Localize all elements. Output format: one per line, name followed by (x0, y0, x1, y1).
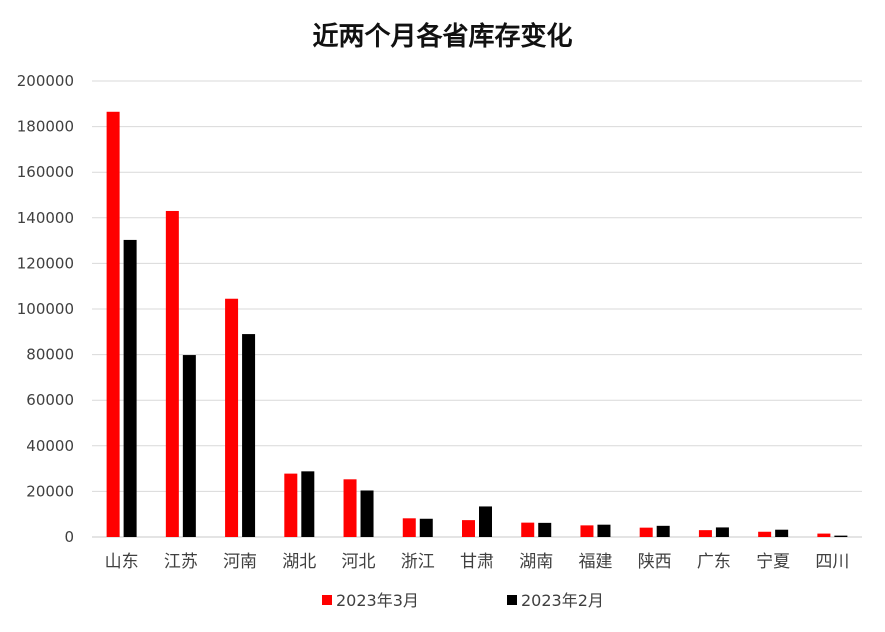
bar-feb-1 (182, 355, 196, 537)
bar-mar-12 (817, 533, 831, 537)
bar-feb-2 (242, 334, 256, 537)
chart-title: 近两个月各省库存变化 (312, 22, 573, 52)
y-tick-label: 140000 (17, 209, 74, 227)
bar-feb-9 (656, 525, 670, 537)
bar-feb-10 (715, 527, 729, 537)
x-tick-label: 湖北 (282, 552, 316, 572)
bar-feb-7 (538, 522, 552, 537)
x-tick-label: 湖南 (519, 552, 553, 572)
legend-label: 2023年2月 (521, 591, 604, 610)
legend-swatch (507, 595, 517, 605)
y-tick-label: 80000 (26, 346, 74, 364)
bar-mar-11 (758, 531, 772, 537)
bar-mar-7 (521, 522, 535, 537)
bar-feb-12 (834, 535, 848, 537)
bar-mar-10 (698, 530, 712, 537)
y-tick-label: 200000 (17, 72, 74, 90)
x-tick-label: 四川 (815, 552, 849, 572)
x-tick-label: 陕西 (638, 552, 672, 572)
x-tick-label: 河北 (342, 552, 376, 572)
bar-mar-5 (402, 518, 416, 537)
x-tick-label: 福建 (578, 552, 612, 572)
bar-feb-3 (301, 471, 315, 537)
y-tick-label: 120000 (17, 254, 74, 272)
x-tick-label: 江苏 (164, 552, 198, 572)
y-tick-label: 0 (64, 528, 74, 546)
bar-mar-6 (462, 520, 475, 537)
y-tick-label: 60000 (26, 391, 74, 409)
x-tick-label: 宁夏 (756, 552, 790, 572)
legend-swatch (322, 595, 332, 605)
bar-feb-5 (419, 518, 433, 537)
bar-feb-6 (479, 506, 492, 537)
bar-mar-3 (284, 473, 298, 537)
x-tick-label: 浙江 (401, 552, 435, 572)
bar-feb-0 (123, 239, 137, 537)
y-tick-label: 20000 (26, 482, 74, 500)
y-tick-label: 100000 (17, 300, 74, 318)
x-tick-label: 甘肃 (460, 552, 494, 572)
bar-mar-1 (165, 210, 179, 537)
legend-label: 2023年3月 (336, 591, 419, 610)
y-tick-label: 180000 (17, 118, 74, 136)
bar-mar-4 (343, 479, 357, 537)
bar-mar-9 (639, 527, 653, 537)
bar-feb-4 (360, 490, 374, 537)
bar-mar-8 (580, 525, 594, 537)
bar-feb-8 (597, 524, 611, 537)
bar-mar-0 (106, 111, 120, 537)
x-tick-label: 河南 (223, 552, 257, 572)
bar-mar-2 (225, 298, 239, 537)
bar-feb-11 (775, 529, 789, 537)
x-tick-label: 山东 (105, 552, 139, 572)
y-tick-label: 40000 (26, 437, 74, 455)
y-tick-label: 160000 (17, 163, 74, 181)
x-tick-label: 广东 (697, 552, 731, 572)
